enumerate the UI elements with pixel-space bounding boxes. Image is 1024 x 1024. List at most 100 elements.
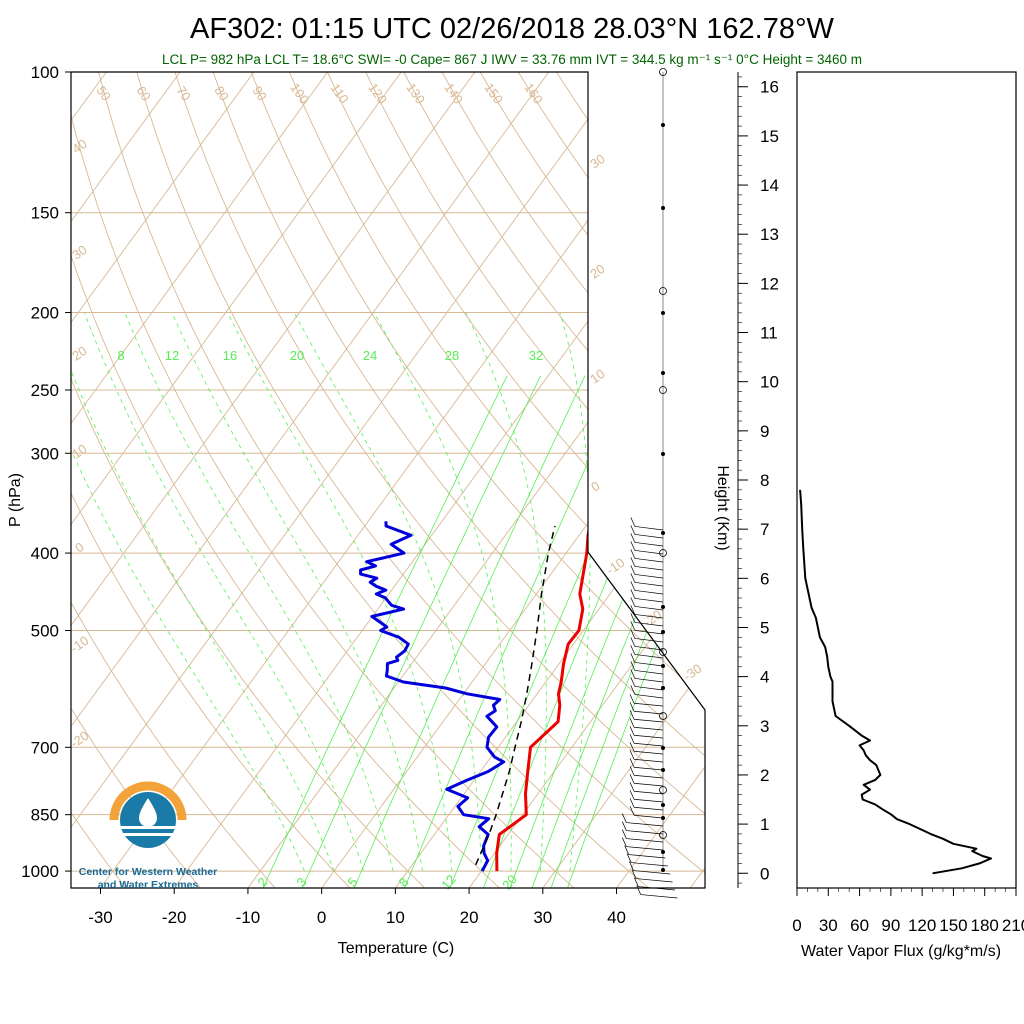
wind-barb [633,782,664,787]
barb-station [661,531,666,536]
wind-barb-flag [630,589,636,599]
x-tick-label: 0 [317,908,326,927]
height-tick-label: 6 [760,569,769,588]
wind-barb [640,894,678,899]
barb-station [661,310,666,315]
wvflux-frame [796,71,1017,889]
sounding-traces [359,521,593,872]
raindrop-icon [139,798,157,827]
y-tick-label: 700 [31,738,59,757]
wind-barb-flag [630,533,636,543]
wvflux-tick-label: 90 [881,916,900,935]
height-tick-label: 16 [760,78,779,97]
wind-barb [633,742,664,747]
wind-barb-flag [633,877,639,887]
isotherm [321,72,705,888]
mixing-ratio-line [353,375,586,888]
mixing-ratio-line [301,375,541,888]
wind-barb [628,854,666,859]
dry-adiabat [479,72,705,888]
chart-title: AF302: 01:15 UTC 02/26/2018 28.03°N 162.… [190,13,835,45]
logo-text-line2: and Water Extremes [98,879,199,891]
wind-barb-flag [621,813,627,823]
logo-sun-arc [109,781,187,821]
dry-adiabat-label: 30 [587,151,607,172]
wind-barb-flag [630,629,636,639]
wind-barb [634,582,664,587]
wind-barb-flag [629,742,635,752]
wind-barb-flag [629,726,635,736]
height-tick-label: 15 [760,127,779,146]
height-tick-label: 9 [760,422,769,441]
mixing-ratio-line [550,375,705,888]
x-tick-label: 20 [460,908,479,927]
dry-adiabat-label: 0 [588,478,603,494]
wind-barb-flag [621,829,627,839]
dry-adiabat [212,72,705,888]
isotherm-label: 80 [211,83,232,103]
wind-barb-flag [630,565,636,575]
barb-station [661,123,666,128]
barb-station [661,630,666,635]
wind-barb [634,614,664,619]
wind-barb-flag [630,541,636,551]
isotherm-label: 60 [133,83,154,103]
mixing-ratio-line [449,375,667,888]
wind-barb-flag [626,853,632,863]
wind-barb [626,846,664,851]
dry-adiabat [98,72,650,888]
height-tick-label: 8 [760,471,769,490]
wind-barb-flag [629,702,635,712]
wind-barb-flag [629,798,635,808]
height-tick-label: 3 [760,717,769,736]
wind-barb-flag [630,621,636,631]
wvflux-tick-label: 0 [792,916,801,935]
wind-barb [633,790,664,795]
isotherm [71,72,328,888]
wind-barb-flag [629,734,635,744]
dry-adiabat-label: -20 [640,607,664,630]
wind-barb [634,678,664,683]
wvflux-tick-label: 120 [908,916,936,935]
wind-barb-flag [630,613,636,623]
barb-station [659,831,667,839]
y-tick-label: 500 [31,622,59,641]
wind-barb-flag [630,549,636,559]
wind-barb-flag [629,750,635,760]
mixing-ratio-label: 8 [117,348,124,363]
dry-adiabat [288,72,705,888]
wind-barb [633,774,664,779]
background-labels: 50 60 70 80 90 100 110 120 130 140 150 160403020100… [67,80,704,892]
isotherm-label: 90 [249,83,270,103]
dry-adiabat-label: 20 [69,343,89,364]
barb-station [661,803,666,808]
isotherm [71,72,181,888]
y-tick-label: 850 [31,806,59,825]
moist-adiabat [373,312,512,872]
dry-adiabat-label: 10 [69,441,89,462]
wind-barb [634,622,664,627]
background-lines [71,72,705,888]
height-tick-label: 1 [760,815,769,834]
mixing-ratio-label: 20 [290,348,304,363]
wind-barb-flag [629,782,635,792]
y-tick-label: 200 [31,304,59,323]
barb-station [661,605,666,610]
wind-barb [634,542,664,547]
wind-barb-flag [630,573,636,583]
barb-station [659,712,667,720]
wind-barb [633,814,664,819]
isotherm-label: 100 [287,80,312,106]
moist-adiabat [171,312,423,872]
barb-station [659,648,667,656]
wind-barb [631,862,668,867]
temperature-line [495,521,593,872]
wvflux-tick-label: 180 [971,916,999,935]
mixing-ratio-label: 16 [223,348,237,363]
height-tick-label: 13 [760,225,779,244]
wind-barb [633,758,664,763]
skewt-frame [70,71,706,889]
moist-adiabat [71,312,335,872]
wind-barb [633,734,664,739]
